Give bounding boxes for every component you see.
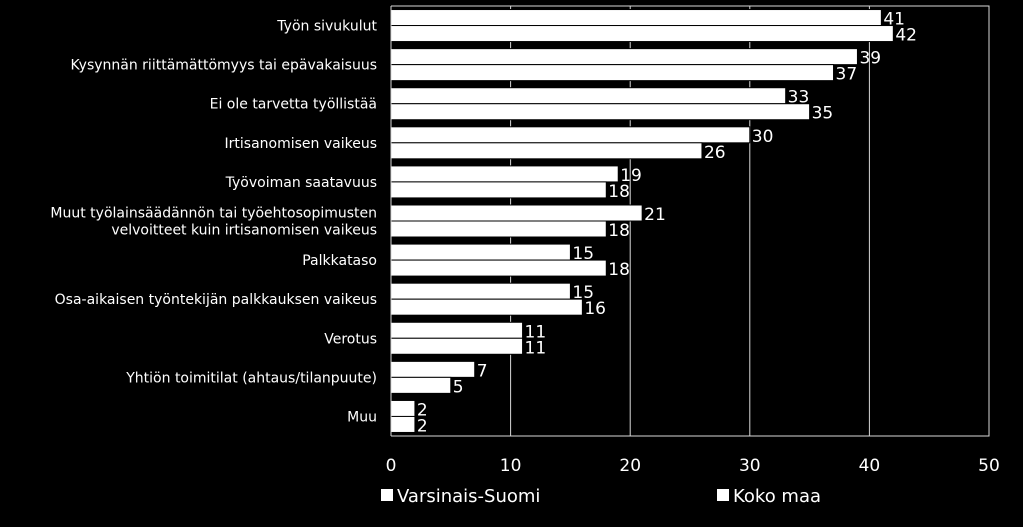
bar-koko-maa: [390, 376, 452, 394]
data-label-varsinais-suomi: 41: [883, 10, 905, 30]
data-label-koko-maa: 11: [525, 338, 547, 358]
category-label-line: Yhtiön toimitilat (ahtaus/tilanpuute): [125, 370, 377, 386]
category-label: Verotus: [324, 331, 377, 347]
x-tick-label: 30: [739, 456, 761, 476]
x-tick-label: 40: [859, 456, 881, 476]
bar-koko-maa: [390, 103, 811, 121]
bar-koko-maa: [390, 415, 416, 433]
x-tick-label: 0: [386, 456, 397, 476]
bar-varsinais-suomi: [390, 360, 476, 378]
category-label: Kysynnän riittämättömyys tai epävakaisuu…: [71, 58, 378, 74]
category-label-line: Osa-aikaisen työntekijän palkkauksen vai…: [55, 292, 377, 308]
data-label-koko-maa: 2: [417, 416, 428, 436]
bar-koko-maa: [390, 220, 607, 238]
category-label: Ei ole tarvetta työllistää: [210, 97, 377, 113]
legend-swatch-koko-maa: [717, 489, 729, 501]
category-label-line: Muut työlainsäädännön tai työehtosopimus…: [50, 206, 377, 222]
x-tick-label: 50: [978, 456, 1000, 476]
category-label-line: Kysynnän riittämättömyys tai epävakaisuu…: [71, 58, 378, 74]
category-label-line: Palkkataso: [302, 253, 377, 269]
data-label-varsinais-suomi: 21: [644, 205, 666, 225]
x-tick-label: 10: [500, 456, 522, 476]
data-label-koko-maa: 18: [608, 260, 630, 280]
category-label: Irtisanomisen vaikeus: [225, 136, 377, 152]
data-label-koko-maa: 42: [895, 26, 917, 46]
data-label-koko-maa: 18: [608, 221, 630, 241]
data-label-koko-maa: 26: [704, 143, 726, 163]
data-label-varsinais-suomi: 2: [417, 400, 428, 420]
x-tick-label: 20: [619, 456, 641, 476]
bar-varsinais-suomi: [390, 321, 524, 339]
category-label-line: Verotus: [324, 331, 377, 347]
plot-frame: [391, 5, 990, 437]
bar-koko-maa: [390, 25, 894, 43]
bar-varsinais-suomi: [390, 399, 416, 417]
data-label-koko-maa: 37: [836, 65, 858, 85]
bar-koko-maa: [390, 64, 835, 82]
bar-koko-maa: [390, 298, 583, 316]
bar-koko-maa: [390, 181, 607, 199]
data-label-varsinais-suomi: 33: [788, 88, 810, 108]
bar-varsinais-suomi: [390, 282, 571, 300]
category-label-line: Muu: [347, 409, 377, 425]
category-label: Yhtiön toimitilat (ahtaus/tilanpuute): [125, 370, 377, 386]
data-label-koko-maa: 5: [453, 377, 464, 397]
category-label-line: Ei ole tarvetta työllistää: [210, 97, 377, 113]
data-label-varsinais-suomi: 15: [572, 244, 594, 264]
data-label-koko-maa: 18: [608, 182, 630, 202]
bar-varsinais-suomi: [390, 165, 619, 183]
category-label: Muut työlainsäädännön tai työehtosopimus…: [50, 206, 377, 239]
bar-varsinais-suomi: [390, 48, 858, 66]
bar-varsinais-suomi: [390, 87, 787, 105]
category-label: Palkkataso: [302, 253, 377, 269]
bar-varsinais-suomi: [390, 126, 751, 144]
category-label-line: Työvoiman saatavuus: [225, 175, 377, 191]
bar-varsinais-suomi: [390, 204, 643, 222]
data-label-koko-maa: 35: [812, 104, 834, 124]
category-label: Osa-aikaisen työntekijän palkkauksen vai…: [55, 292, 377, 308]
data-label-koko-maa: 16: [584, 299, 606, 319]
data-label-varsinais-suomi: 7: [477, 361, 488, 381]
legend-swatch-varsinais-suomi: [381, 489, 393, 501]
category-label: Muu: [347, 409, 377, 425]
category-label-line: Työn sivukulut: [276, 19, 377, 35]
bar-koko-maa: [390, 337, 524, 355]
legend-label-koko-maa: Koko maa: [733, 486, 821, 507]
data-label-varsinais-suomi: 39: [859, 49, 881, 69]
data-label-varsinais-suomi: 19: [620, 166, 642, 186]
bar-koko-maa: [390, 142, 703, 160]
bar-varsinais-suomi: [390, 9, 882, 27]
category-label: Työn sivukulut: [276, 19, 377, 35]
category-label-line: Irtisanomisen vaikeus: [225, 136, 377, 152]
category-label: Työvoiman saatavuus: [225, 175, 377, 191]
data-label-varsinais-suomi: 11: [525, 322, 547, 342]
data-label-varsinais-suomi: 30: [752, 127, 774, 147]
category-label-line: velvoitteet kuin irtisanomisen vaikeus: [111, 223, 377, 239]
bar-varsinais-suomi: [390, 243, 571, 261]
data-label-varsinais-suomi: 15: [572, 283, 594, 303]
legend-label-varsinais-suomi: Varsinais-Suomi: [397, 486, 540, 507]
